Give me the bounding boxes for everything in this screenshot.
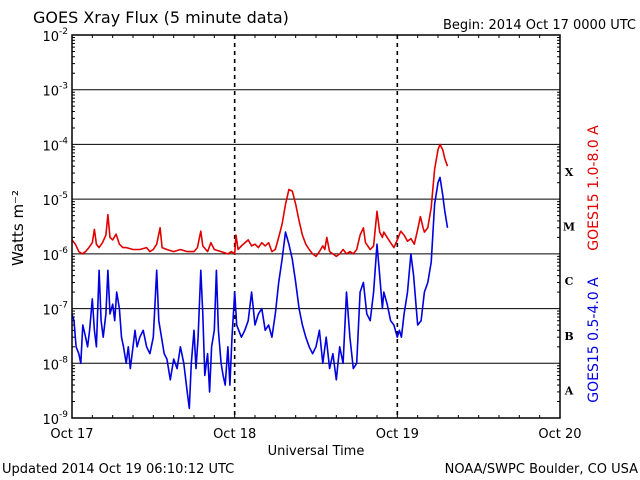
flare-class-label: A	[564, 385, 574, 398]
flare-class-label: X	[565, 166, 574, 179]
x-tick-label: Oct 17	[50, 427, 93, 442]
begin-date: Begin: 2014 Oct 17 0000 UTC	[443, 18, 636, 33]
flare-class-label: M	[563, 221, 575, 234]
flare-class-label: C	[565, 275, 574, 288]
updated-timestamp: Updated 2014 Oct 19 06:10:12 UTC	[2, 462, 234, 477]
chart-title: GOES Xray Flux (5 minute data)	[33, 8, 289, 27]
y-tick-label: 10-4	[42, 136, 68, 154]
credit-text: NOAA/SWPC Boulder, CO USA	[445, 462, 638, 477]
x-axis-label: Universal Time	[268, 444, 365, 459]
series-line	[71, 176, 449, 410]
series-line	[71, 143, 449, 258]
flare-class-label: B	[564, 330, 573, 343]
plot-area: Oct 17 Oct 18 Oct 19 Oct 20 10-2 10-3 10-4 10-5…	[42, 27, 602, 442]
x-tick-label: Oct 18	[213, 427, 256, 442]
legend-label: GOES15 0.5-4.0 A	[586, 277, 602, 403]
y-tick-label: 10-7	[42, 301, 68, 319]
plot-frame	[71, 34, 561, 419]
y-axis-label: Watts m⁻²	[9, 190, 27, 266]
x-tick-label: Oct 19	[376, 427, 419, 442]
y-tick-label: 10-2	[42, 27, 68, 45]
y-tick-label: 10-5	[42, 191, 68, 209]
x-tick-label: Oct 20	[538, 427, 581, 442]
y-tick-label: 10-8	[42, 355, 68, 373]
y-tick-label: 10-6	[42, 246, 68, 264]
y-tick-label: 10-3	[42, 82, 68, 100]
y-tick-label: 10-9	[42, 410, 68, 428]
legend-label: GOES15 1.0-8.0 A	[586, 125, 602, 251]
